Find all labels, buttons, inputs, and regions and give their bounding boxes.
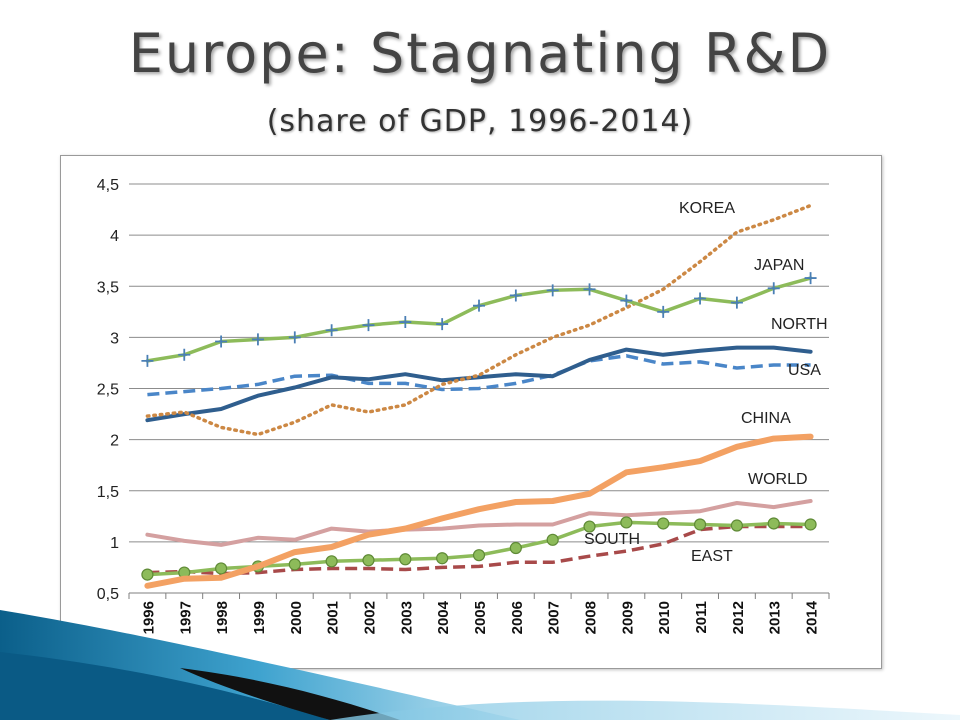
- chart-panel: 0,5 1 1,5 2 2,5 3 3,5 4 4,5 1996 1997 1998 1999 2000 2…: [60, 155, 882, 669]
- data-point-japan: [804, 272, 817, 285]
- data-point-japan: [325, 324, 338, 337]
- data-point-south: [288, 558, 301, 571]
- data-point-japan: [730, 296, 743, 309]
- series-label-south: SOUTH: [584, 531, 640, 548]
- data-point-japan: [178, 348, 191, 361]
- data-point-south: [620, 516, 633, 529]
- data-point-japan: [509, 289, 522, 302]
- x-tick-label: 2011: [693, 601, 710, 634]
- x-tick-label: 2008: [583, 601, 600, 634]
- x-tick-label: 2007: [546, 601, 563, 634]
- series-label-world: WORLD: [748, 471, 808, 488]
- data-point-south: [325, 555, 338, 568]
- data-point-south: [399, 553, 412, 566]
- data-point-south: [436, 552, 449, 565]
- line-chart: 0,5 1 1,5 2 2,5 3 3,5 4 4,5 1996 1997 1998 1999 2000 2…: [97, 177, 830, 634]
- x-tick-label: 2006: [509, 601, 526, 634]
- data-point-japan: [546, 284, 559, 297]
- data-point-south: [362, 554, 375, 567]
- data-point-japan: [362, 319, 375, 332]
- y-tick-label: 4: [110, 228, 119, 245]
- data-point-japan: [399, 316, 412, 329]
- series-label-usa: USA: [788, 362, 821, 379]
- data-point-south: [546, 533, 559, 546]
- series-label-china: CHINA: [741, 410, 791, 427]
- data-point-south: [583, 520, 596, 533]
- x-tick-label: 2003: [398, 601, 415, 634]
- data-point-south: [693, 518, 707, 531]
- y-tick-label: 3: [110, 330, 119, 347]
- y-tick-label: 1: [110, 535, 119, 552]
- series-line-usa: [147, 354, 811, 397]
- data-point-south: [804, 518, 817, 531]
- x-tick-label: 2004: [435, 600, 452, 634]
- data-point-south: [730, 519, 743, 532]
- data-point-japan: [620, 294, 633, 307]
- decorative-swoosh: [0, 610, 960, 720]
- y-tick-label: 4,5: [97, 177, 119, 194]
- data-point-japan: [251, 333, 264, 346]
- x-tick-label: 2014: [804, 600, 821, 634]
- data-point-south: [141, 568, 154, 581]
- y-tick-label: 2,5: [97, 382, 119, 399]
- data-point-south: [472, 549, 486, 562]
- page-subtitle: (share of GDP, 1996-2014): [266, 104, 694, 139]
- data-point-south: [767, 517, 780, 530]
- series-label-east: EAST: [691, 548, 733, 565]
- x-tick-label: 1997: [177, 601, 194, 634]
- y-tick-label: 3,5: [97, 279, 119, 296]
- data-point-japan: [767, 282, 780, 295]
- x-tick-label: 1998: [214, 601, 231, 634]
- page-title: Europe: Stagnating R&D: [128, 22, 832, 85]
- data-point-japan: [141, 354, 154, 367]
- series-line-north: [145, 345, 813, 423]
- data-point-japan: [694, 292, 707, 305]
- y-tick-label: 1,5: [97, 484, 119, 501]
- x-tick-label: 2002: [361, 601, 378, 634]
- data-point-south: [215, 562, 228, 575]
- y-tick-label: 0,5: [97, 586, 119, 603]
- series-line-world: [145, 499, 813, 547]
- data-point-japan: [657, 305, 670, 318]
- series-line-korea: [145, 203, 813, 437]
- series-label-japan: JAPAN: [754, 257, 804, 274]
- x-tick-label: 1996: [140, 601, 157, 634]
- series-label-korea: KOREA: [679, 200, 735, 217]
- x-tick-label: 2000: [288, 601, 305, 634]
- series-line-east: [147, 524, 811, 576]
- x-tick-label: 2010: [656, 601, 673, 634]
- data-point-japan: [288, 331, 301, 344]
- data-point-south: [657, 517, 670, 530]
- data-point-japan: [473, 299, 485, 312]
- x-tick-label: 2012: [730, 601, 747, 634]
- x-tick-label: 2001: [325, 601, 342, 634]
- series-line-china: [144, 433, 814, 589]
- x-tick-label: 2009: [619, 601, 636, 634]
- series-label-north: NORTH: [771, 316, 828, 333]
- y-tick-label: 2: [110, 433, 119, 450]
- data-point-japan: [436, 318, 449, 331]
- data-point-south: [509, 541, 522, 555]
- x-tick-label: 2013: [767, 601, 784, 634]
- data-point-japan: [583, 283, 596, 296]
- x-tick-label: 2005: [472, 601, 489, 634]
- x-tick-label: 1999: [251, 601, 268, 634]
- data-point-japan: [215, 335, 228, 348]
